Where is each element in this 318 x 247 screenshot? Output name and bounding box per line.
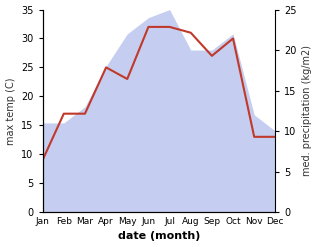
- X-axis label: date (month): date (month): [118, 231, 200, 242]
- Y-axis label: med. precipitation (kg/m2): med. precipitation (kg/m2): [302, 45, 313, 176]
- Y-axis label: max temp (C): max temp (C): [5, 77, 16, 144]
